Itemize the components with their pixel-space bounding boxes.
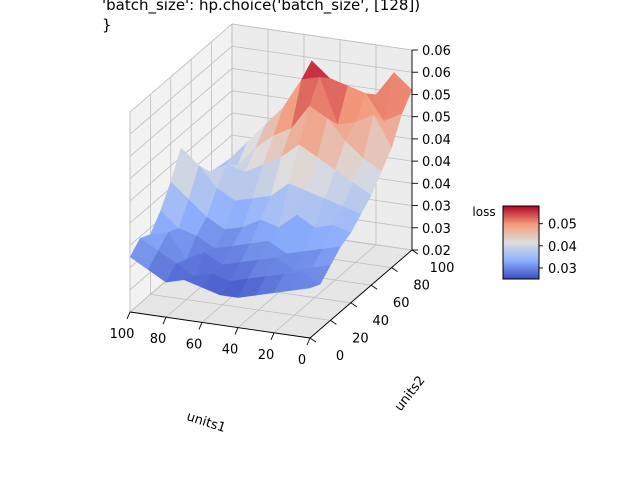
z-tick-label: 0.02	[422, 244, 451, 259]
y-tick-mark	[411, 249, 419, 255]
y-tick-label: 100	[430, 261, 455, 276]
axis-ticks: 100 80 60 40 20 0 0204060801000.020.030.030.04…	[110, 44, 455, 368]
y-tick-label: 80	[413, 279, 430, 294]
grid-wall-z-left	[129, 23, 233, 113]
colorbar-tick-label: 0.05	[548, 218, 577, 233]
z-tick-label: 0.05	[422, 88, 451, 103]
z-tick-label: 0.04	[422, 155, 451, 170]
z-axis-label: loss	[472, 205, 495, 219]
z-tick-label: 0.03	[422, 200, 451, 215]
colorbar: 0.05 0.04 0.03	[502, 205, 577, 280]
x-tick-mark	[162, 317, 167, 325]
y-tick-mark	[309, 337, 317, 343]
y-tick-label: 40	[373, 314, 390, 329]
x-tick-label: 40	[222, 343, 239, 358]
x-tick-mark	[126, 311, 131, 320]
z-tick-label: 0.06	[422, 66, 451, 81]
x-tick-label: 80	[150, 332, 167, 347]
x-tick-mark	[306, 337, 311, 346]
y-tick-label: 60	[393, 296, 410, 311]
x-tick-mark	[198, 322, 203, 330]
x-tick-label: 0	[298, 353, 306, 368]
z-tick-label: 0.04	[422, 177, 451, 192]
grid-wall-z-left	[129, 90, 233, 179]
grid-wall-z-left	[129, 45, 233, 135]
x-axis-line	[129, 311, 311, 339]
colorbar-gradient	[502, 205, 540, 280]
colorbar-tick-label: 0.04	[548, 240, 577, 255]
y-axis-line	[309, 249, 413, 339]
y-axis-label: units2	[392, 373, 429, 414]
surface-face	[291, 271, 321, 291]
z-tick-label: 0.03	[422, 222, 451, 237]
x-axis-label: units1	[185, 409, 228, 436]
y-tick-mark	[330, 320, 337, 325]
colorbar-tick-label: 0.03	[548, 262, 577, 277]
y-tick-mark	[350, 302, 358, 308]
z-tick-label: 0.06	[422, 44, 451, 59]
grid-wall-z-left	[129, 68, 233, 157]
z-tick-label: 0.04	[422, 133, 451, 148]
x-tick-label: 60	[186, 337, 203, 352]
title-line-1: 'batch_size': hp.choice('batch_size', [1…	[102, 0, 421, 14]
surface-mesh	[129, 60, 413, 298]
x-tick-label: 20	[258, 348, 275, 363]
title-line-2: }	[102, 16, 112, 34]
grid-floor-x	[273, 244, 377, 334]
grid-wall-z-right	[231, 45, 413, 73]
grid-floor-y	[150, 294, 331, 321]
x-tick-label: 100	[110, 327, 135, 342]
axis-lines	[129, 50, 413, 339]
y-tick-label: 0	[336, 349, 344, 364]
x-tick-mark	[234, 327, 239, 335]
z-tick-label: 0.05	[422, 111, 451, 126]
y-tick-mark	[370, 284, 378, 290]
y-tick-mark	[391, 267, 398, 272]
grid-wall-z-right	[231, 23, 413, 51]
y-tick-label: 20	[352, 331, 369, 346]
x-tick-mark	[270, 332, 275, 340]
